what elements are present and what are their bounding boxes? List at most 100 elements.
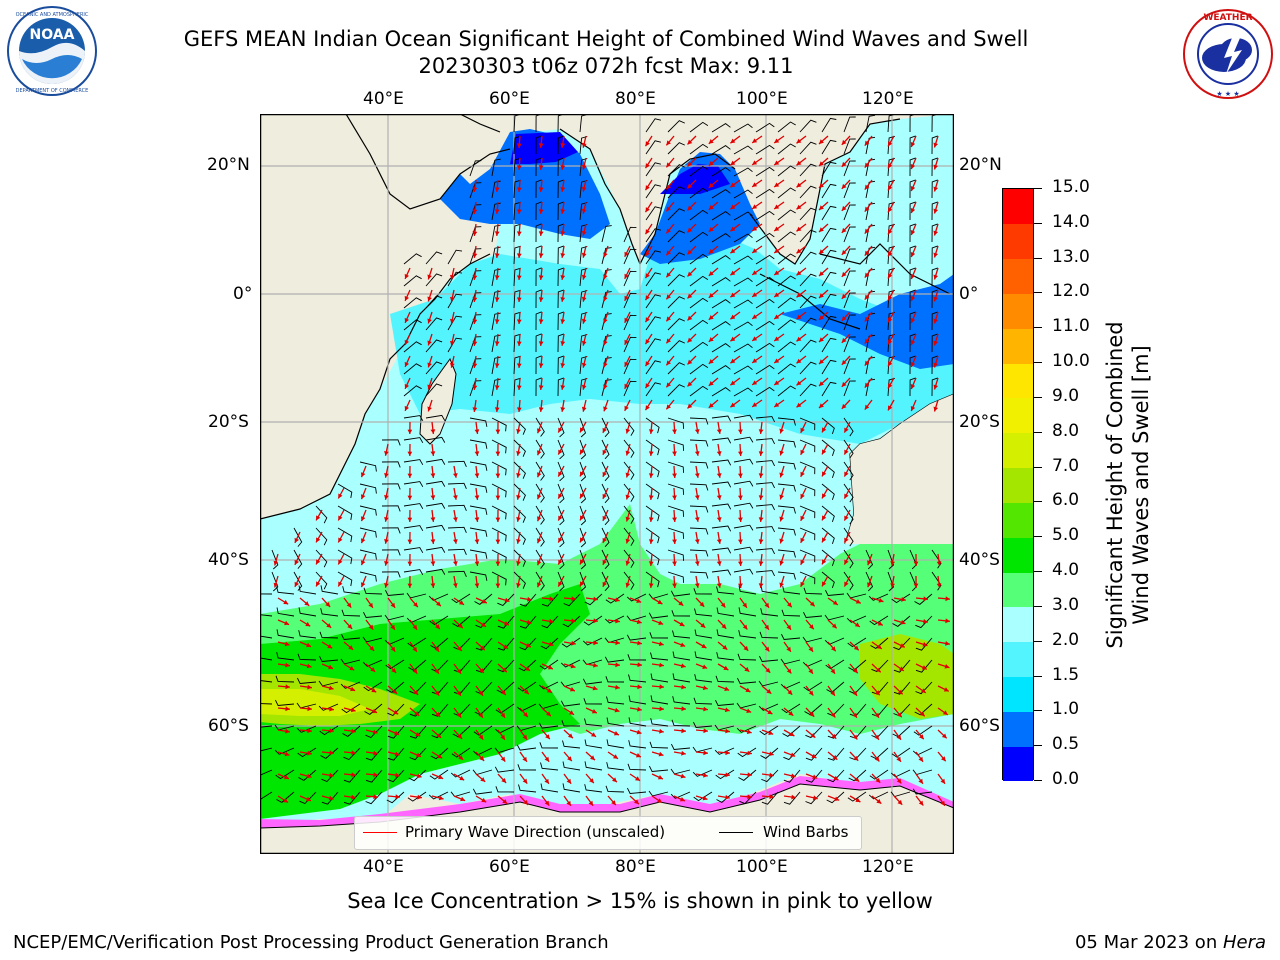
wave-arrow-head: [800, 427, 805, 433]
wind-barb: [557, 179, 565, 199]
wave-arrow-head: [812, 795, 818, 801]
wind-barb: [491, 158, 501, 177]
wind-barb: [648, 612, 669, 619]
wave-arrow-head: [844, 471, 849, 477]
wind-barb: [315, 505, 328, 524]
wind-barb: [582, 678, 603, 685]
wave-arrow-head: [285, 706, 290, 712]
wind-barb: [733, 387, 753, 397]
wave-arrow-head: [603, 340, 608, 346]
wave-arrow-head: [666, 360, 671, 366]
wave-arrow-head: [774, 248, 780, 253]
wave-arrow-head: [407, 561, 413, 566]
wave-arrow-head: [800, 493, 805, 499]
wave-arrow-head: [716, 473, 722, 478]
wave-arrow-head: [453, 583, 458, 588]
wave-arrow-head: [874, 712, 879, 718]
wind-barb: [733, 436, 754, 443]
wave-arrow-head: [480, 645, 485, 651]
wind-barb: [425, 436, 446, 443]
wave-arrow-head: [613, 754, 618, 759]
wave-arrow-head: [796, 292, 802, 298]
wave-arrow-head: [779, 516, 784, 522]
wave-arrow-head: [921, 665, 927, 670]
wave-arrow-head: [560, 275, 566, 280]
wave-arrow-head: [841, 337, 847, 343]
wind-barb: [909, 267, 916, 287]
wave-arrow-head: [694, 583, 700, 588]
wind-barb: [931, 377, 938, 397]
wave-arrow-head: [472, 253, 478, 258]
wave-arrow-head: [730, 380, 736, 386]
wave-arrow-head: [746, 729, 752, 735]
wave-arrow-head: [687, 337, 693, 343]
wave-arrow-head: [393, 709, 399, 715]
wind-barb: [693, 791, 713, 802]
wind-barb: [689, 187, 709, 199]
wind-barb: [777, 275, 796, 287]
wind-barb: [491, 202, 501, 221]
wave-arrow-head: [844, 559, 849, 565]
wave-arrow-head: [855, 797, 861, 802]
wind-barb: [799, 549, 816, 563]
wave-arrow-head: [730, 402, 736, 408]
wave-arrow-head: [438, 774, 444, 780]
wind-barb: [667, 252, 685, 265]
wave-arrow-head: [738, 473, 743, 478]
wind-barb: [584, 784, 603, 793]
wave-arrow-head: [752, 336, 758, 341]
wind-barb: [601, 313, 612, 331]
wind-barb: [645, 417, 660, 434]
wave-arrow-head: [592, 685, 598, 691]
wave-arrow-head: [516, 517, 521, 522]
wave-arrow-head: [648, 539, 654, 544]
colorbar-segment: [1003, 502, 1033, 538]
wave-arrow-head: [527, 596, 532, 602]
wave-arrow-head: [453, 495, 458, 500]
wave-arrow-head: [645, 339, 650, 345]
wave-arrow-head: [346, 602, 352, 608]
wave-arrow-head: [923, 596, 928, 602]
wave-arrow-head: [666, 316, 671, 322]
wave-arrow-head: [910, 384, 916, 389]
wind-barb: [447, 482, 467, 489]
wind-barb: [799, 207, 817, 221]
wave-arrow-head: [558, 493, 563, 499]
wind-barb: [491, 224, 501, 243]
wind-barb: [711, 123, 731, 133]
wind-barb: [535, 223, 542, 243]
wave-arrow-head: [384, 517, 389, 522]
wave-arrow-head: [450, 340, 455, 346]
wind-barb: [260, 593, 273, 595]
wind-barb: [909, 377, 916, 397]
wave-arrow-head: [560, 231, 566, 236]
wave-arrow-head: [453, 539, 458, 544]
colorbar-tick-label: 11.0: [1052, 316, 1090, 337]
wind-barb: [513, 311, 521, 331]
colorbar-tick-label: 2.0: [1052, 629, 1080, 650]
wave-arrow-head: [672, 429, 677, 434]
wave-arrow-head: [338, 493, 343, 499]
wind-barb: [535, 245, 542, 265]
wind-barb: [605, 676, 625, 683]
wind-barb: [274, 747, 295, 755]
wind-barb: [739, 791, 757, 805]
wind-barb: [403, 297, 422, 309]
wave-arrow-head: [758, 583, 764, 588]
wave-arrow-head: [560, 341, 566, 346]
wind-barb: [535, 461, 545, 481]
wave-arrow-head: [822, 471, 827, 477]
wave-arrow-head: [844, 515, 849, 521]
wind-barb: [491, 334, 501, 353]
wind-barb: [381, 549, 401, 556]
wave-arrow-head: [738, 517, 743, 522]
wind-barb: [260, 635, 273, 639]
wave-arrow-head: [560, 363, 566, 368]
wind-barb: [692, 769, 713, 777]
wave-arrow-head: [450, 274, 455, 280]
wave-arrow-head: [864, 228, 870, 234]
wave-arrow-head: [864, 316, 870, 322]
wind-barb: [711, 547, 732, 554]
wave-arrow-head: [769, 772, 774, 778]
wave-arrow-head: [819, 205, 824, 210]
